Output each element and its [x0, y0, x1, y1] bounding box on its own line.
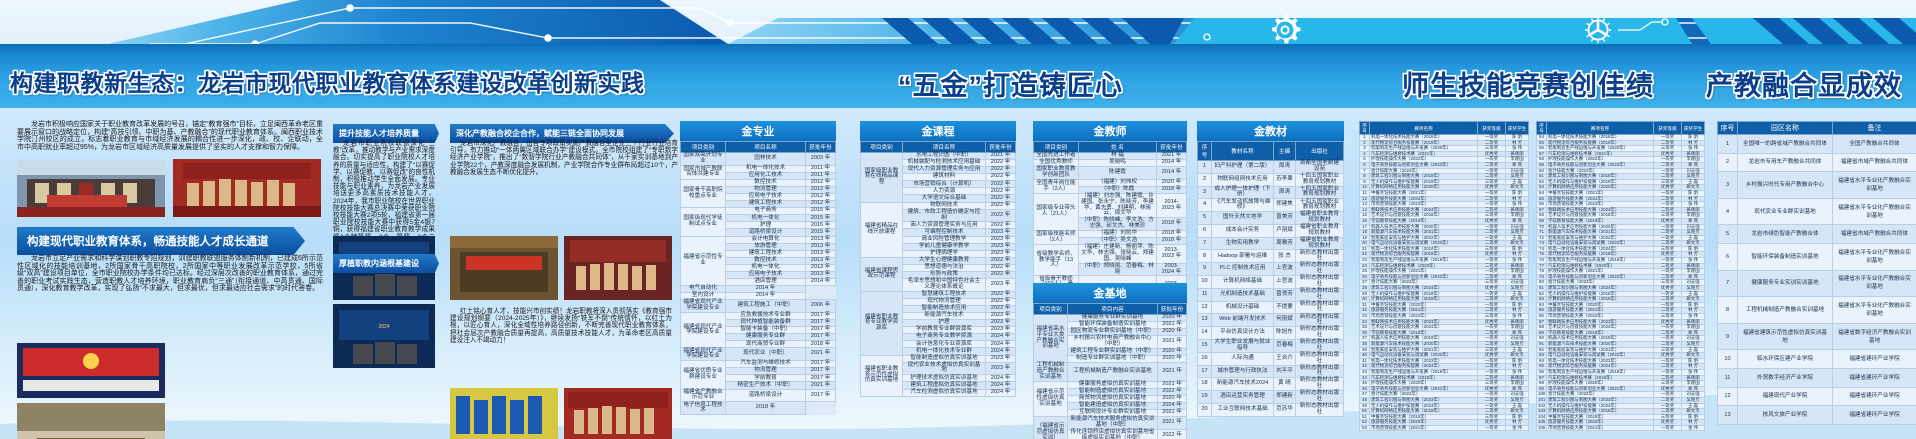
svg-text:2024: 2024 — [378, 324, 389, 330]
